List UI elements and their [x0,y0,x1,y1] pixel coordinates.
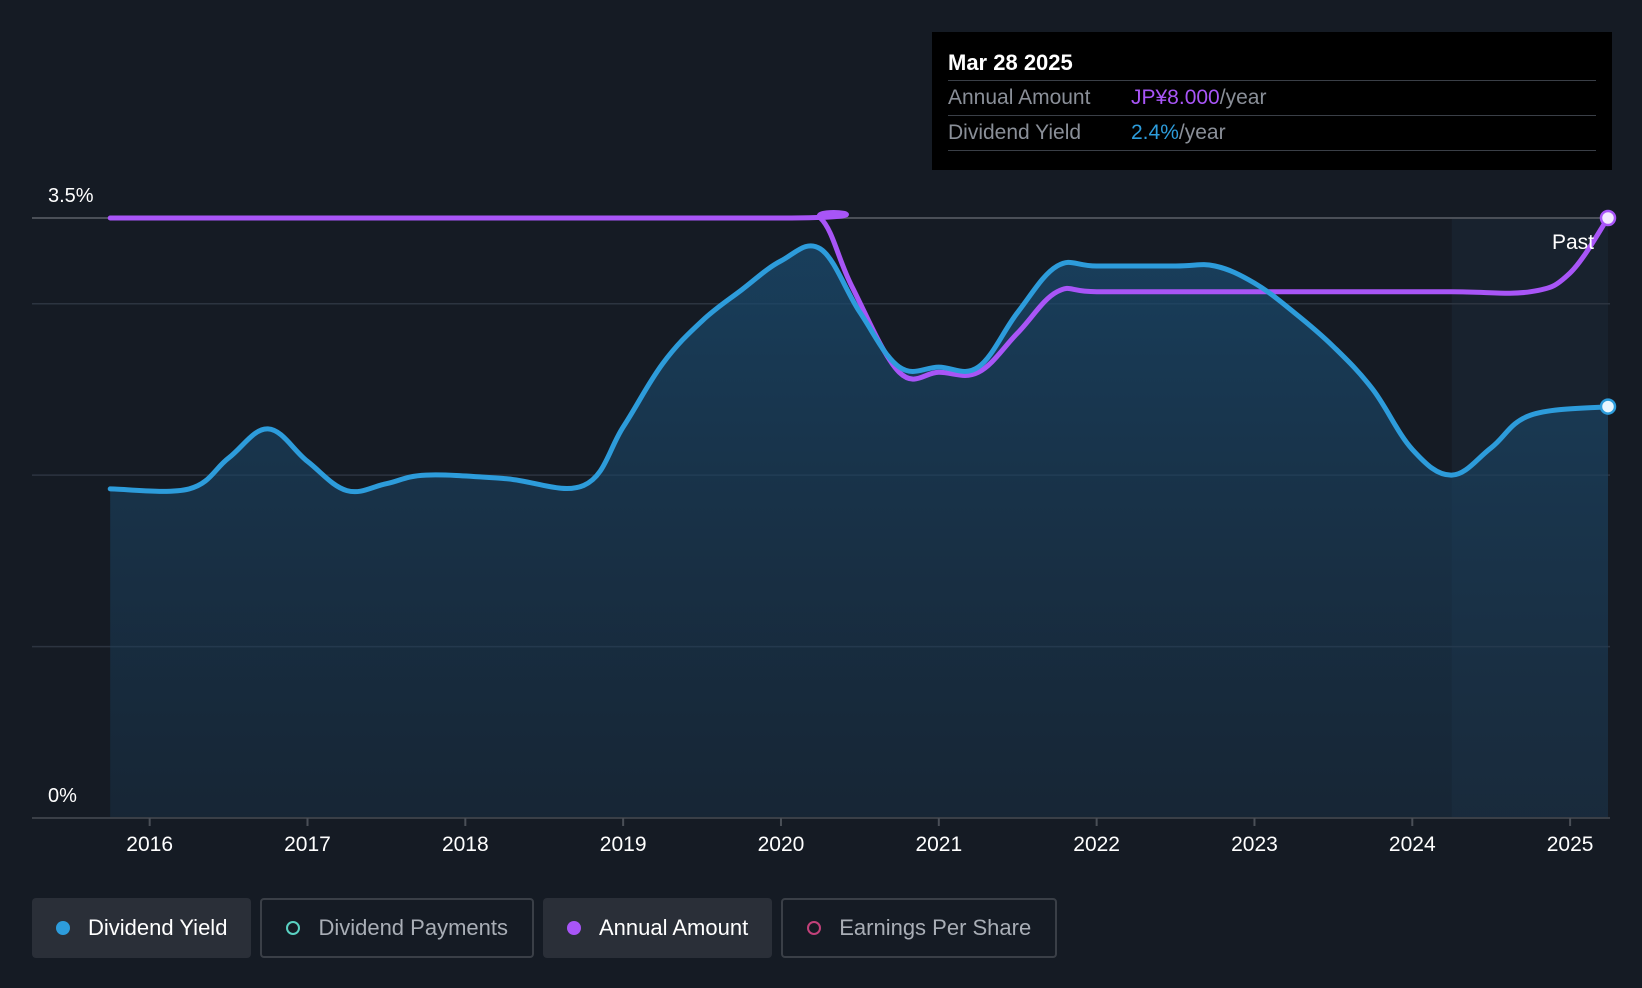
x-tick-label: 2018 [442,833,489,856]
tooltip-label: Annual Amount [948,86,1091,109]
tooltip-suffix: /year [1219,86,1267,109]
legend-label: Annual Amount [598,915,749,940]
x-axis-ticks: 2016 2017 2018 2019 2020 2021 2022 2023 2024 2025 [126,818,1593,856]
legend-label: Dividend Yield [88,915,228,940]
annual-amount-line [107,210,1611,382]
y-axis-label-top: 3.5% [48,185,94,207]
x-tick-label: 2016 [126,833,173,856]
dividend-yield-area [110,245,1609,819]
y-axis-label-bottom: 0% [48,785,77,807]
x-tick-label: 2020 [758,833,805,856]
tooltip: Mar 28 2025 Annual Amount JP¥8.000 /year… [932,32,1612,170]
x-tick-label: 2025 [1547,833,1594,856]
annual-amount-end-marker[interactable] [1599,209,1617,227]
legend-dividend-payments[interactable]: Dividend Payments [260,898,534,958]
tooltip-value: 2.4% [1131,121,1179,144]
past-label: Past [1552,231,1594,254]
legend-dot-icon [56,921,70,935]
tooltip-row-annual-amount: Annual Amount JP¥8.000 /year [948,80,1596,115]
tooltip-date: Mar 28 2025 [948,50,1073,75]
legend-dividend-yield[interactable]: Dividend Yield [32,898,252,958]
legend-label: Dividend Payments [318,915,508,940]
dividend-yield-end-marker[interactable] [1599,398,1617,415]
legend-earnings-per-share[interactable]: Earnings Per Share [781,898,1058,958]
legend-dot-icon [286,921,301,935]
legend: Dividend Yield Dividend Payments Annual … [32,898,1058,958]
x-tick-label: 2022 [1073,833,1120,856]
dividend-yield-line [107,243,1611,495]
tooltip-suffix: /year [1178,121,1226,144]
legend-dot-icon [807,921,822,935]
x-tick-label: 2017 [284,833,331,856]
x-tick-label: 2019 [600,833,647,856]
tooltip-label: Dividend Yield [948,121,1082,144]
x-tick-label: 2021 [915,833,962,856]
legend-dot-icon [566,921,581,935]
x-tick-label: 2024 [1389,833,1436,856]
tooltip-value: JP¥8.000 [1131,86,1220,109]
tooltip-row-dividend-yield: Dividend Yield 2.4% /year [948,115,1596,151]
x-tick-label: 2023 [1231,833,1278,856]
legend-annual-amount[interactable]: Annual Amount [542,898,773,958]
legend-label: Earnings Per Share [839,915,1032,940]
